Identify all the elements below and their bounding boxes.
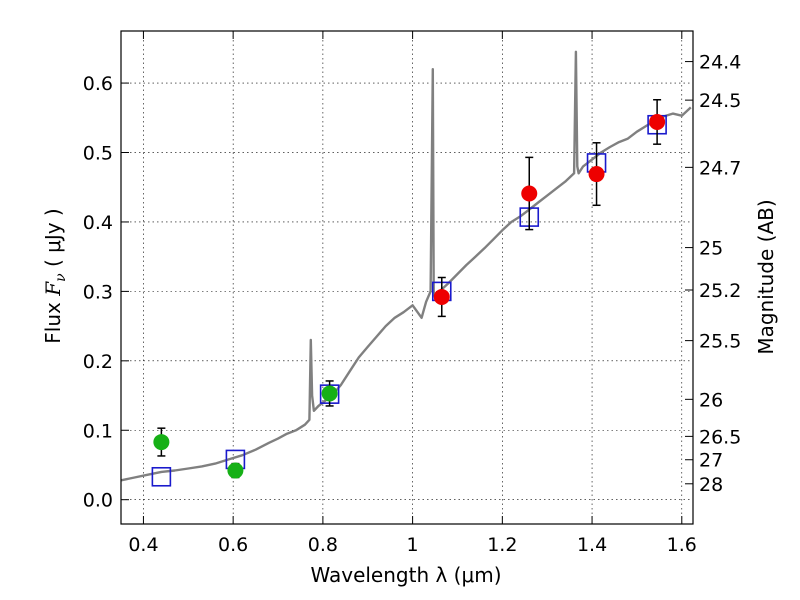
right-tick-label: 26 (699, 389, 723, 411)
right-tick-label: 24.4 (699, 52, 741, 74)
right-tick-label: 27 (699, 450, 723, 472)
right-tick-label: 26.5 (699, 426, 741, 448)
x-tick-label: 1.6 (667, 534, 697, 556)
observed-point (433, 288, 450, 305)
y-axis-label-symbol: F (41, 281, 65, 297)
right-tick-label: 25 (699, 238, 723, 260)
model-spectrum (121, 50, 692, 482)
observed-point (649, 113, 666, 130)
y-axis-label-suffix: ( μJy ) (41, 208, 65, 273)
grid-lines (121, 31, 693, 524)
y-axis-label: Flux Fν ( μJy ) (41, 208, 69, 343)
y-axis-label-prefix: Flux (41, 296, 65, 344)
x-tick-label: 0.8 (308, 534, 338, 556)
observed-point (153, 434, 170, 451)
observed-point (227, 462, 244, 479)
y-tick-label: 0.3 (83, 281, 113, 303)
observed-point (588, 166, 605, 183)
y-tick-label: 0.4 (83, 212, 113, 234)
right-axis-label: Magnitude (AB) (754, 199, 778, 354)
x-tick-label: 0.4 (128, 534, 158, 556)
x-axis-label: Wavelength λ (μm) (310, 563, 501, 587)
right-tick-label: 25.5 (699, 331, 741, 353)
x-tick-label: 1.4 (577, 534, 607, 556)
model-band-square (151, 466, 172, 487)
x-tick-label: 0.6 (218, 534, 248, 556)
y-tick-label: 0.1 (83, 420, 113, 442)
y-tick-label: 0.2 (83, 351, 113, 373)
right-tick-label: 28 (699, 474, 723, 496)
observed-point (521, 185, 538, 202)
plot-frame (120, 30, 694, 525)
right-tick-label: 24.7 (699, 157, 741, 179)
y-tick-label: 0.6 (83, 73, 113, 95)
x-tick-label: 1 (407, 534, 419, 556)
photometry-points (151, 98, 667, 487)
axis-ticks: 0.4 0.6 0.8 1 1.2 1.4 1.6 0.0 0.1 0.2 0.3 0.4 0.5 0.6… (83, 31, 741, 556)
spectrum-line (121, 50, 692, 482)
right-tick-label: 24.5 (699, 90, 741, 112)
y-tick-label: 0.5 (83, 143, 113, 165)
x-tick-label: 1.2 (487, 534, 517, 556)
y-axis-label-subscript: ν (53, 273, 69, 282)
right-tick-label: 25.2 (699, 280, 741, 302)
observed-point (321, 385, 338, 402)
y-tick-label: 0.0 (83, 490, 113, 512)
